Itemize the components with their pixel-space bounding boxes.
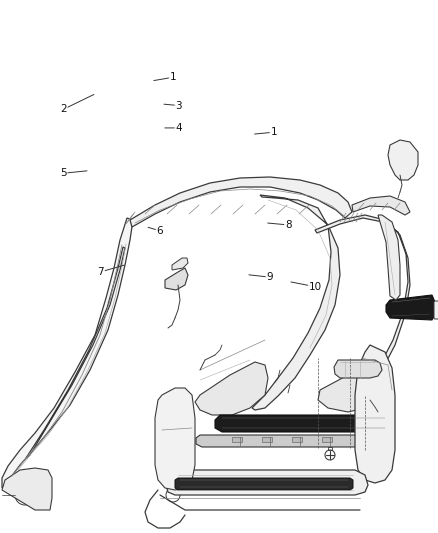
Text: 4: 4 xyxy=(175,123,182,133)
Polygon shape xyxy=(388,140,418,180)
Polygon shape xyxy=(196,435,382,447)
Polygon shape xyxy=(155,388,195,490)
Polygon shape xyxy=(386,295,435,320)
Polygon shape xyxy=(355,345,395,483)
Polygon shape xyxy=(232,437,242,442)
Polygon shape xyxy=(352,196,410,215)
Polygon shape xyxy=(322,437,332,442)
FancyBboxPatch shape xyxy=(434,301,438,319)
Polygon shape xyxy=(130,177,352,227)
Text: 8: 8 xyxy=(285,220,292,230)
Polygon shape xyxy=(334,360,382,378)
Polygon shape xyxy=(172,258,188,270)
Text: 1: 1 xyxy=(170,72,177,82)
Text: 1: 1 xyxy=(270,127,277,137)
Polygon shape xyxy=(165,268,188,290)
Text: 7: 7 xyxy=(97,267,104,277)
Text: 5: 5 xyxy=(60,168,67,178)
Text: 10: 10 xyxy=(309,282,322,292)
Polygon shape xyxy=(2,468,52,510)
Polygon shape xyxy=(2,218,133,488)
Polygon shape xyxy=(195,362,268,415)
Polygon shape xyxy=(262,437,272,442)
Polygon shape xyxy=(252,195,340,410)
Polygon shape xyxy=(215,415,392,432)
Polygon shape xyxy=(175,478,353,490)
Polygon shape xyxy=(315,215,410,405)
Polygon shape xyxy=(165,470,368,495)
Text: 3: 3 xyxy=(175,101,182,110)
Polygon shape xyxy=(292,437,302,442)
Text: 6: 6 xyxy=(156,226,163,236)
Polygon shape xyxy=(318,375,370,412)
Polygon shape xyxy=(26,247,125,458)
Polygon shape xyxy=(378,215,400,300)
Text: 2: 2 xyxy=(60,104,67,114)
Text: 9: 9 xyxy=(266,272,273,282)
